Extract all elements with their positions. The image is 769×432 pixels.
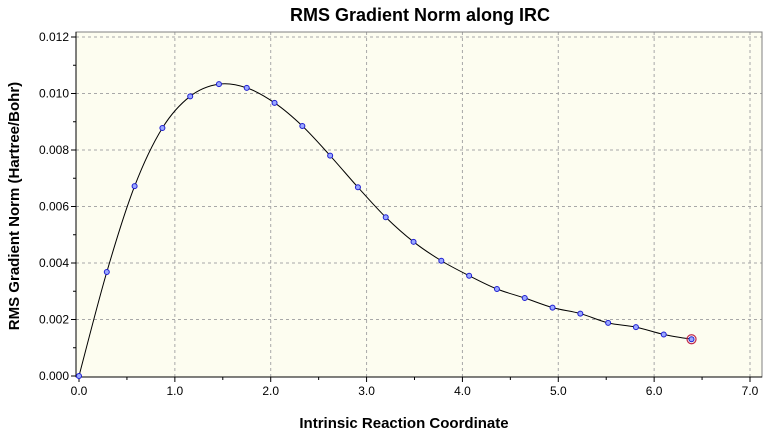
data-point	[605, 319, 612, 326]
data-point	[438, 257, 445, 264]
y-tick-label: 0.008	[39, 143, 69, 157]
x-tick-label: 7.0	[742, 384, 759, 398]
axes	[71, 31, 763, 382]
y-tick-label: 0.010	[39, 87, 69, 101]
data-point	[660, 331, 667, 338]
y-tick-label: 0.006	[39, 200, 69, 214]
current-point-marker	[686, 334, 697, 345]
data-point	[76, 373, 82, 379]
data-point	[410, 238, 417, 245]
data-point	[493, 285, 500, 292]
data-point	[577, 310, 584, 317]
data-point	[159, 124, 166, 131]
data-point	[521, 295, 528, 302]
x-tick-label: 0.0	[71, 384, 88, 398]
data-point	[103, 269, 110, 276]
data-point	[688, 336, 695, 343]
series-line	[78, 83, 692, 377]
y-axis-label: RMS Gradient Norm (Hartree/Bohr)	[6, 82, 23, 330]
series	[76, 81, 697, 379]
data-point	[215, 81, 222, 88]
y-tick-label: 0.004	[39, 256, 69, 270]
data-point	[632, 324, 639, 331]
data-point	[354, 184, 361, 191]
x-tick-label: 5.0	[550, 384, 567, 398]
data-point	[466, 272, 473, 279]
data-point	[243, 84, 250, 91]
data-point	[187, 93, 194, 100]
y-tick-label: 0.002	[39, 313, 69, 327]
y-tick-label: 0.012	[39, 30, 69, 44]
tick-labels: 0.0 1.0 2.0 3.0 4.0 5.0 6.0 7.0 0.000 0.002 0.004 0…	[39, 30, 759, 398]
data-point	[131, 183, 138, 190]
data-point	[382, 214, 389, 221]
x-tick-label: 6.0	[646, 384, 663, 398]
data-point	[549, 304, 556, 311]
plot-area	[76, 32, 762, 377]
data-point	[327, 152, 334, 159]
data-point	[299, 122, 306, 129]
x-tick-label: 1.0	[167, 384, 184, 398]
x-axis-label: Intrinsic Reaction Coordinate	[299, 415, 508, 432]
x-tick-label: 2.0	[262, 384, 279, 398]
y-tick-label: 0.000	[39, 369, 69, 383]
chart-title: RMS Gradient Norm along IRC	[290, 5, 550, 25]
x-tick-label: 3.0	[358, 384, 375, 398]
data-point	[271, 99, 278, 106]
x-tick-label: 4.0	[454, 384, 471, 398]
